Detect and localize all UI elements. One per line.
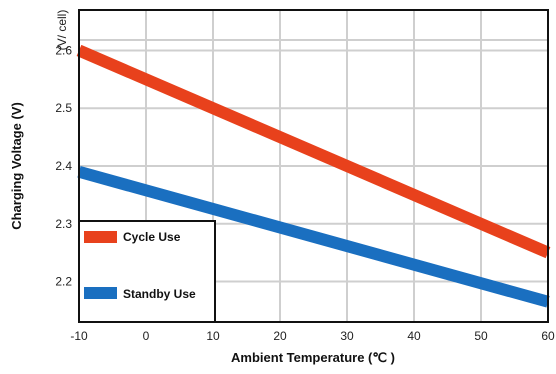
legend-label-standby-use: Standby Use: [123, 287, 196, 301]
x-tick-labels: -10 0 10 20 30 40 50 60: [70, 329, 555, 343]
legend-swatch-standby-use: [84, 287, 117, 299]
x-tick-label: 40: [407, 329, 421, 343]
x-tick-label: 60: [541, 329, 555, 343]
x-axis-label: Ambient Temperature (℃ ): [231, 350, 395, 365]
plot-frame: [78, 9, 549, 323]
y-tick-label: 2.5: [55, 101, 72, 115]
y-axis-label: Charging Voltage (V): [9, 102, 24, 230]
x-tick-label: -10: [70, 329, 88, 343]
series-layer: [76, 44, 551, 308]
series-line-standby-use: [77, 165, 550, 308]
series-line-cycle-use: [76, 44, 551, 259]
y-unit-label: (V/ cell): [55, 10, 69, 51]
x-tick-label: 0: [143, 329, 150, 343]
y-tick-label: 2.4: [55, 159, 72, 173]
x-tick-label: 50: [474, 329, 488, 343]
x-tick-label: 20: [273, 329, 287, 343]
x-tick-label: 10: [206, 329, 220, 343]
y-tick-labels: 2.2 2.3 2.4 2.5 2.6: [55, 43, 72, 288]
y-tick-label: 2.6: [55, 43, 72, 57]
y-tick-label: 2.3: [55, 217, 72, 231]
y-tick-label: 2.2: [55, 275, 72, 289]
legend: Cycle Use Standby Use: [78, 220, 216, 323]
legend-swatch-cycle-use: [84, 231, 117, 243]
x-tick-label: 30: [340, 329, 354, 343]
legend-label-cycle-use: Cycle Use: [123, 230, 181, 244]
